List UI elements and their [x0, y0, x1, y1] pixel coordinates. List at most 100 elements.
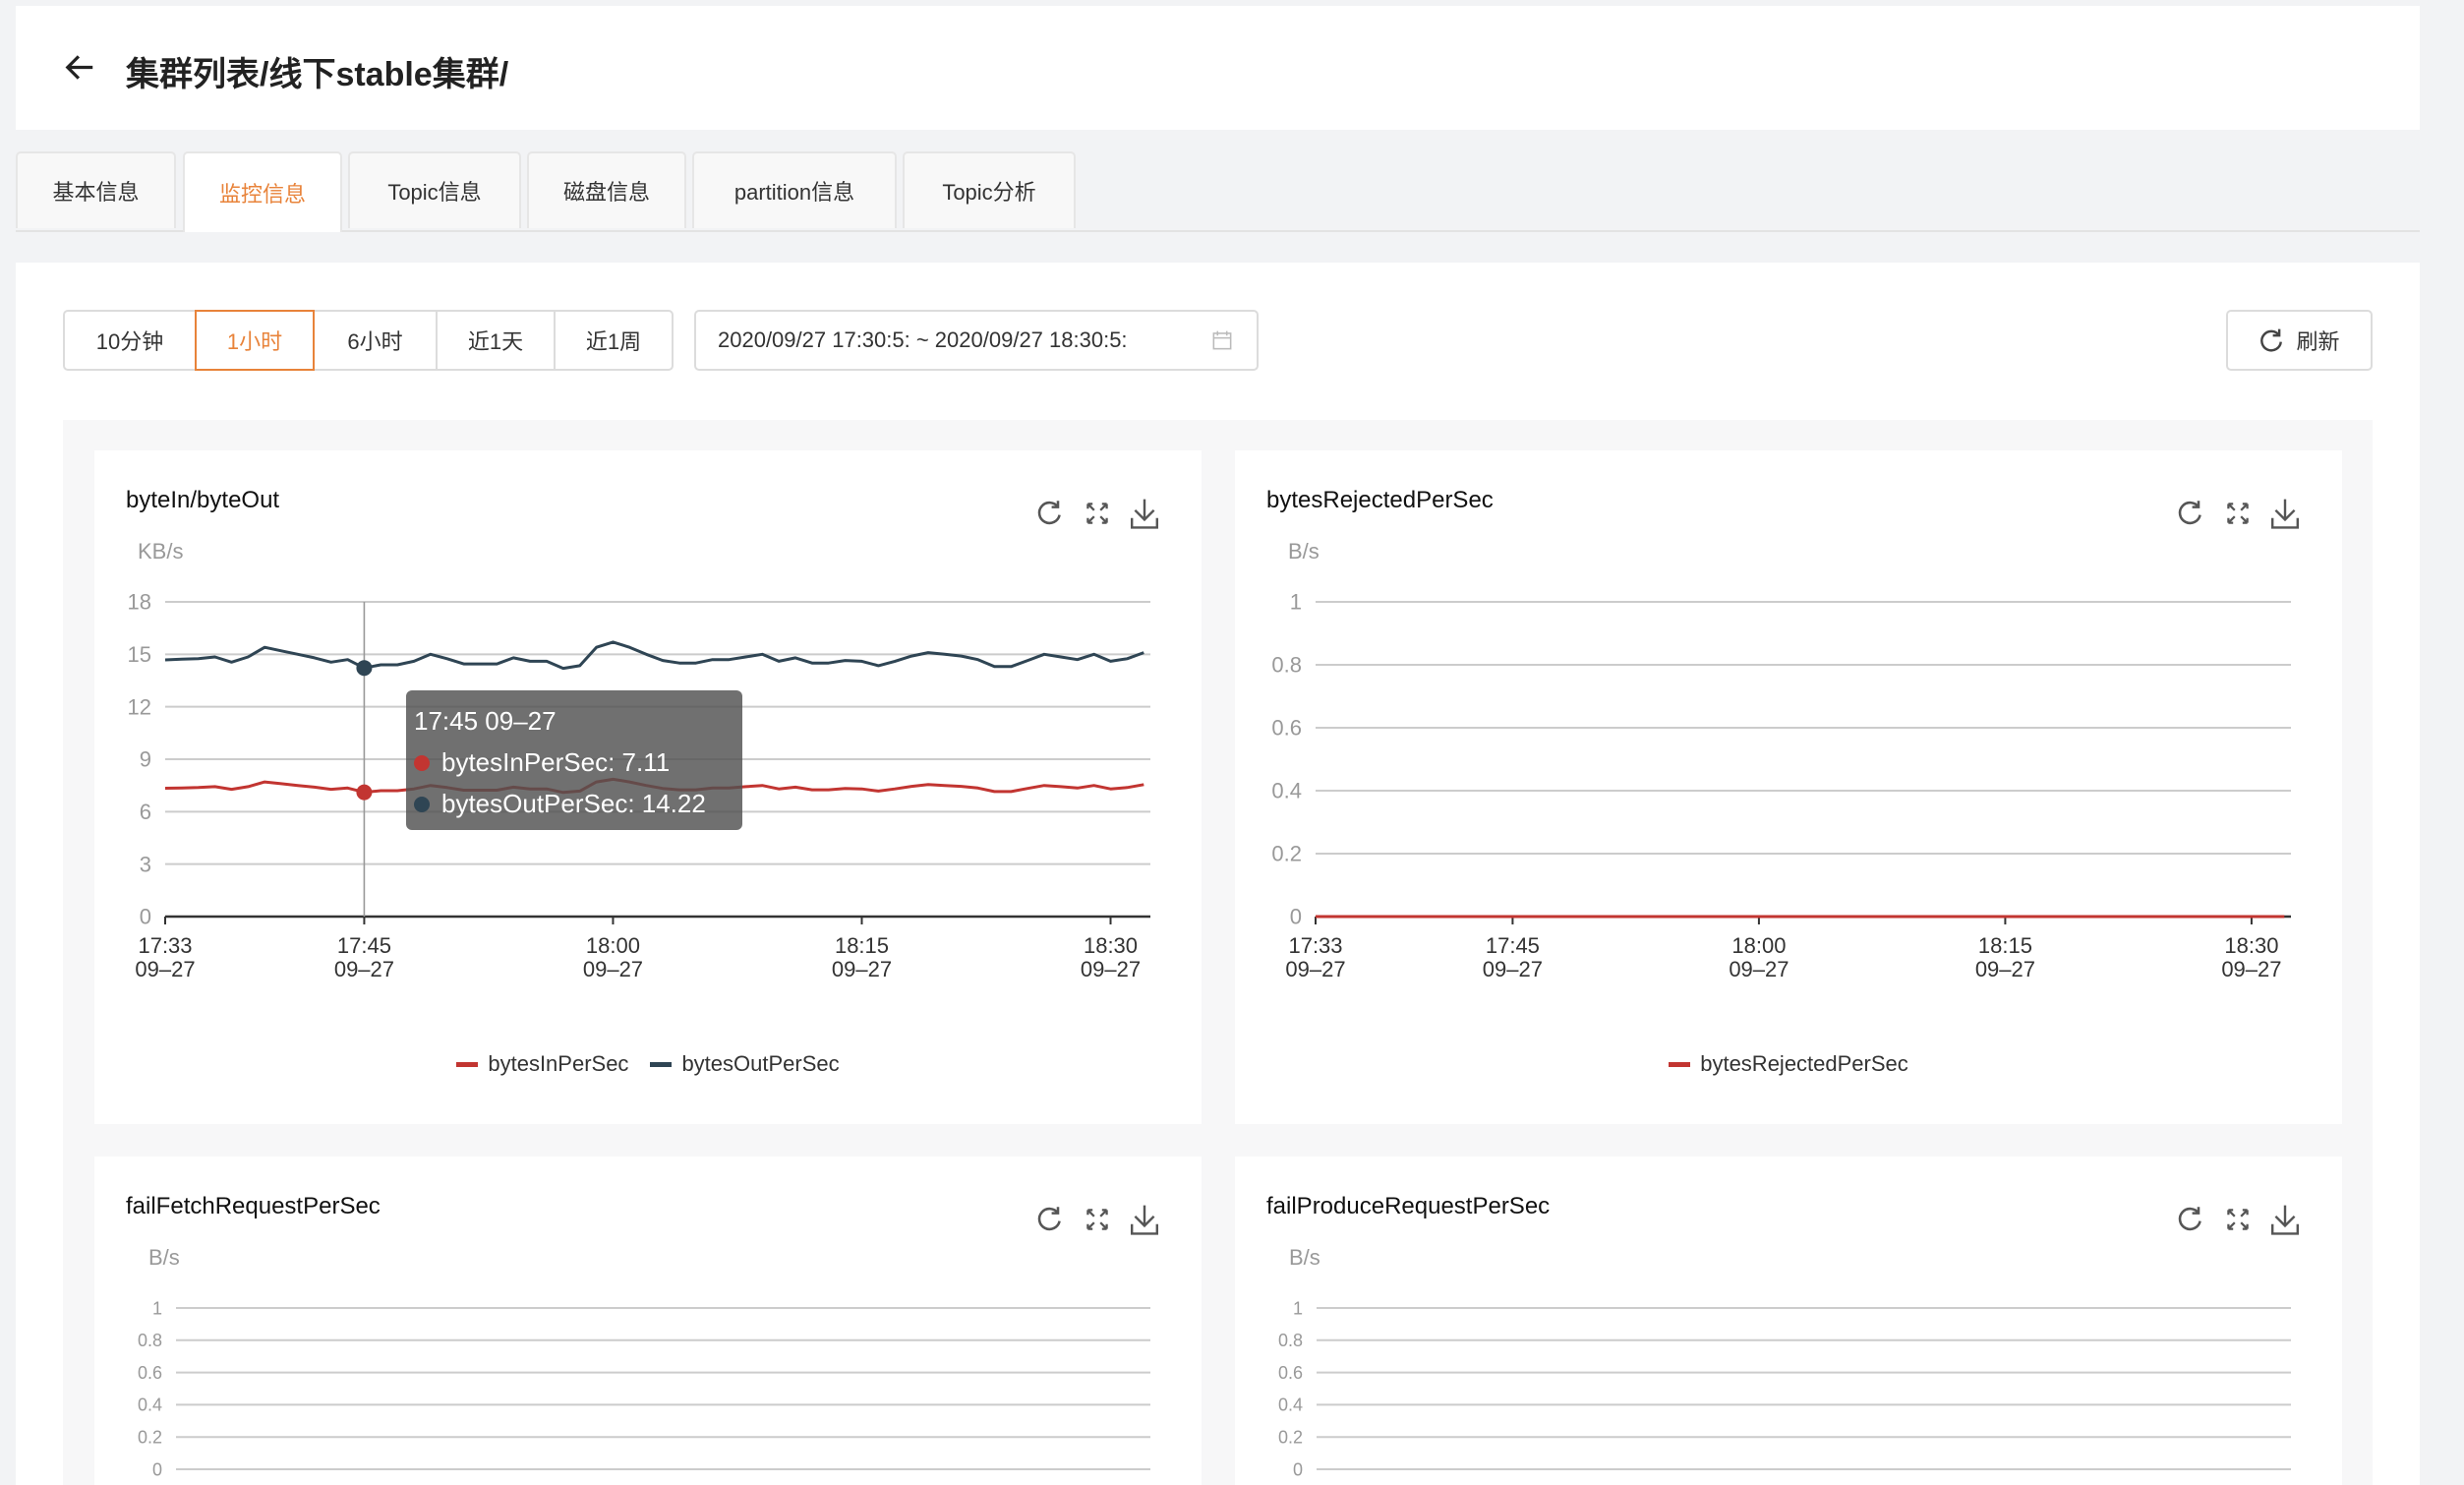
y-tick-label: 18: [128, 590, 151, 615]
x-tick-time: 18:30: [2224, 933, 2278, 958]
x-tick-date: 09–27: [1729, 957, 1789, 981]
x-tick-time: 18:00: [1731, 933, 1786, 958]
legend-label: bytesOutPerSec: [681, 1051, 840, 1076]
chart-plot: 0 0.2 0.4 0.6 0.8 1: [1278, 1298, 2291, 1479]
chart-refresh-icon[interactable]: [1034, 498, 1066, 529]
y-tick-label: 0.4: [138, 1396, 162, 1415]
y-tick-label: 0.8: [138, 1331, 162, 1350]
refresh-label: 刷新: [2296, 329, 2340, 354]
chart-title: failProduceRequestPerSec: [1266, 1193, 1551, 1219]
range-1week-button[interactable]: 近1周: [554, 310, 674, 371]
x-tick-date: 09–27: [1975, 957, 2035, 981]
x-tick-time: 17:45: [337, 933, 391, 958]
x-tick-date: 09–27: [832, 957, 892, 981]
tab-bar: 基本信息 监控信息 Topic信息 磁盘信息 partition信息 Topic…: [16, 151, 2420, 232]
refresh-icon: [2260, 328, 2283, 352]
x-tick-time: 17:33: [1288, 933, 1342, 958]
date-range-value: 2020/09/27 17:30:5: ~ 2020/09/27 18:30:5…: [718, 327, 1128, 352]
tooltip-row-bytes-in: bytesInPerSec: 7.11: [414, 742, 734, 783]
y-tick-label: 3: [140, 852, 151, 876]
chart-plot: 00.20.40.60.8117:3309–2717:4509–2718:000…: [1271, 590, 2291, 981]
tab-disk-info[interactable]: 磁盘信息: [527, 151, 686, 228]
y-tick-label: 0.8: [1278, 1331, 1303, 1350]
chart-unit-label: B/s: [148, 1245, 180, 1270]
tab-basic-info[interactable]: 基本信息: [16, 151, 176, 228]
chart-refresh-icon[interactable]: [2175, 1204, 2206, 1235]
legend-item[interactable]: bytesOutPerSec: [650, 1051, 840, 1077]
x-tick-date: 09–27: [135, 957, 195, 981]
series-point-bytesOutPerSec: [356, 660, 373, 677]
chart-card: failProduceRequestPerSec B/s 0 0.2 0.4 0.6 0…: [1235, 1157, 2342, 1485]
series-dot-icon: [414, 755, 430, 771]
y-tick-label: 1: [152, 1298, 162, 1318]
y-tick-label: 0.2: [1271, 842, 1302, 866]
tooltip-title: 17:45 09–27: [414, 706, 557, 736]
x-tick-time: 18:15: [835, 933, 889, 958]
chart-plot: 0 0.2 0.4 0.6 0.8 1: [138, 1298, 1150, 1479]
chart-tooltip: 17:45 09–27 bytesInPerSec: 7.11 bytesOut…: [406, 690, 742, 830]
x-tick-date: 09–27: [1285, 957, 1345, 981]
legend-swatch-icon: [650, 1061, 673, 1067]
x-tick-time: 18:30: [1084, 933, 1138, 958]
y-tick-label: 0.6: [138, 1363, 162, 1383]
download-icon[interactable]: [2269, 498, 2301, 529]
legend-item[interactable]: bytesRejectedPerSec: [1669, 1051, 1908, 1077]
y-tick-label: 0.2: [138, 1428, 162, 1448]
chart-title: failFetchRequestPerSec: [126, 1193, 381, 1219]
chart-unit-label: B/s: [1289, 1245, 1320, 1270]
y-tick-label: 0.2: [1278, 1428, 1303, 1448]
y-tick-label: 0.8: [1271, 653, 1302, 678]
chart-refresh-icon[interactable]: [2175, 498, 2206, 529]
arrow-left-icon[interactable]: [63, 50, 97, 85]
x-tick-time: 18:15: [1978, 933, 2032, 958]
series-point-bytesInPerSec: [356, 784, 373, 801]
y-tick-label: 0.6: [1271, 716, 1302, 741]
y-tick-label: 1: [1290, 590, 1302, 615]
y-tick-label: 12: [128, 694, 151, 719]
x-tick-time: 17:33: [138, 933, 192, 958]
x-tick-date: 09–27: [1081, 957, 1141, 981]
y-tick-label: 0.6: [1278, 1363, 1303, 1383]
y-tick-label: 15: [128, 642, 151, 667]
tab-monitoring[interactable]: 监控信息: [183, 151, 342, 232]
chart-unit-label: KB/s: [138, 539, 184, 564]
legend-swatch-icon: [456, 1061, 479, 1067]
fullscreen-icon[interactable]: [1082, 1204, 1113, 1235]
page-title: 集群列表/线下stable集群/: [126, 56, 509, 93]
x-tick-date: 09–27: [334, 957, 394, 981]
download-icon[interactable]: [1129, 1204, 1160, 1235]
fullscreen-icon[interactable]: [1082, 498, 1113, 529]
download-icon[interactable]: [2269, 1204, 2301, 1235]
page-header: 集群列表/线下stable集群/: [16, 6, 2420, 130]
tooltip-value-bytes-out: bytesOutPerSec: 14.22: [441, 789, 706, 818]
range-10min-button[interactable]: 10分钟: [63, 310, 197, 371]
download-icon[interactable]: [1129, 498, 1160, 529]
y-tick-label: 0: [152, 1459, 162, 1479]
x-tick-date: 09–27: [1483, 957, 1543, 981]
tab-partition-info[interactable]: partition信息: [692, 151, 897, 228]
fullscreen-icon[interactable]: [2222, 498, 2254, 529]
tab-topic-info[interactable]: Topic信息: [348, 151, 521, 228]
calendar-icon: [1212, 330, 1232, 350]
range-1hour-button[interactable]: 1小时: [195, 310, 315, 371]
chart-title: bytesRejectedPerSec: [1266, 487, 1494, 513]
legend-swatch-icon: [1669, 1061, 1691, 1067]
series-dot-icon: [414, 797, 430, 812]
chart-refresh-icon[interactable]: [1034, 1204, 1066, 1235]
fullscreen-icon[interactable]: [2222, 1204, 2254, 1235]
tab-topic-analysis[interactable]: Topic分析: [903, 151, 1076, 228]
chart-card: failFetchRequestPerSec B/s 0 0.2 0.4 0.6 0.8…: [94, 1157, 1202, 1485]
refresh-button[interactable]: 刷新: [2226, 310, 2373, 371]
legend-label: bytesRejectedPerSec: [1700, 1051, 1908, 1076]
date-range-picker[interactable]: 2020/09/27 17:30:5: ~ 2020/09/27 18:30:5…: [694, 310, 1259, 371]
tooltip-value-bytes-in: bytesInPerSec: 7.11: [441, 747, 671, 777]
y-tick-label: 0: [1293, 1459, 1303, 1479]
x-tick-time: 17:45: [1486, 933, 1540, 958]
tooltip-row-bytes-out: bytesOutPerSec: 14.22: [414, 783, 734, 824]
range-1day-button[interactable]: 近1天: [436, 310, 556, 371]
y-tick-label: 9: [140, 747, 151, 772]
legend-item[interactable]: bytesInPerSec: [456, 1051, 628, 1077]
chart-card: bytesRejectedPerSec B/s 0 0.2 0.4 0.6 0.8 1 17…: [1235, 450, 2342, 1124]
range-6hour-button[interactable]: 6小时: [313, 310, 438, 371]
y-tick-label: 0.4: [1271, 779, 1302, 803]
